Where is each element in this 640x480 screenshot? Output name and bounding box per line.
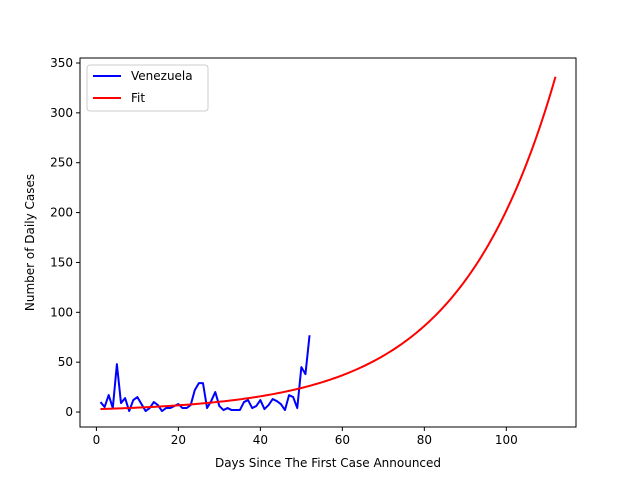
y-tick-label: 300 <box>50 106 73 120</box>
y-tick-label: 200 <box>50 206 73 220</box>
series-line-fit <box>100 76 557 411</box>
legend-label-fit: Fit <box>131 91 145 105</box>
y-axis-ticks: 0 50 100 150 200 250 300 350 <box>50 56 80 419</box>
x-tick-label: 40 <box>253 433 268 447</box>
x-tick-label: 60 <box>335 433 350 447</box>
legend-label-venezuela: Venezuela <box>131 69 193 83</box>
y-tick-label: 50 <box>58 355 73 369</box>
y-axis-label: Number of Daily Cases <box>23 174 37 311</box>
x-tick-label: 80 <box>417 433 432 447</box>
x-tick-label: 0 <box>93 433 101 447</box>
y-tick-label: 350 <box>50 56 73 70</box>
series-line-venezuela <box>99 335 311 413</box>
legend: Venezuela Fit <box>86 64 209 112</box>
y-tick-label: 100 <box>50 305 73 319</box>
x-tick-label: 20 <box>171 433 186 447</box>
plot-frame <box>79 57 577 428</box>
y-tick-label: 150 <box>50 255 73 269</box>
series-layer <box>99 76 557 413</box>
x-axis-ticks: 0 20 40 60 80 100 <box>93 427 518 447</box>
x-tick-label: 100 <box>495 433 518 447</box>
plot-area <box>80 58 576 427</box>
y-tick-label: 250 <box>50 156 73 170</box>
y-tick-label: 0 <box>65 405 73 419</box>
x-axis-label: Days Since The First Case Announced <box>215 456 441 470</box>
